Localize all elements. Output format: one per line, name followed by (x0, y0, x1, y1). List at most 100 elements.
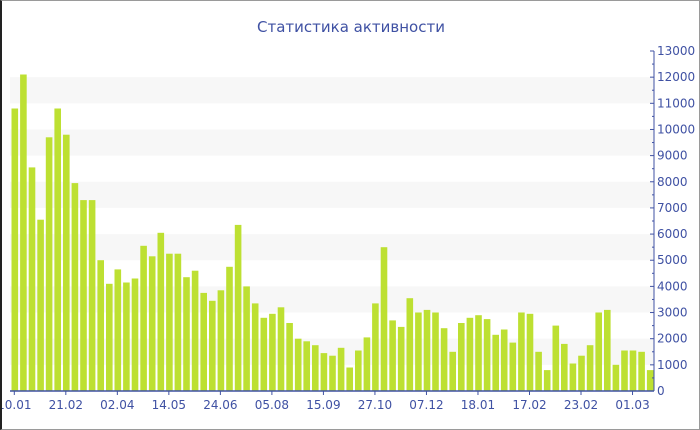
x-tick-label: 21.02 (49, 398, 83, 412)
x-tick-label: 18.01 (461, 398, 495, 412)
x-tick-label: 05.08 (255, 398, 289, 412)
bar (509, 342, 517, 391)
y-tick-label: 13000 (657, 44, 695, 58)
bar (337, 347, 345, 391)
y-axis: 0 1000 2000 3000 4000 5000 6000 7000 8000 9000 100… (650, 44, 695, 398)
x-tick-label: 07.12 (409, 398, 443, 412)
bar (432, 312, 439, 391)
bar (20, 74, 27, 391)
bar (604, 309, 611, 391)
y-tick-label: 11000 (657, 96, 695, 110)
y-tick-label: 12000 (657, 70, 695, 84)
bar (277, 307, 285, 391)
x-tick-label: 10.01 (2, 398, 31, 412)
bar (286, 323, 293, 391)
x-axis: 10.01 21.02 02.04 14.05 24.06 05.08 15.09 27.10… (2, 390, 654, 412)
bar (518, 312, 525, 391)
bar (423, 309, 431, 391)
x-tick-label: 02.04 (100, 398, 134, 412)
bar (449, 351, 456, 391)
bar (140, 245, 147, 391)
bar (578, 355, 585, 391)
bar (363, 337, 371, 391)
bar (329, 355, 336, 391)
bar (226, 266, 233, 391)
bar (88, 200, 96, 391)
bar (45, 137, 53, 391)
bar (217, 290, 225, 391)
y-tick-label: 8000 (657, 175, 688, 189)
y-tick-label: 6000 (657, 227, 688, 241)
bar (191, 270, 199, 391)
bar (269, 313, 276, 391)
x-tick-label: 27.10 (358, 398, 392, 412)
y-tick-label: 5000 (657, 253, 688, 267)
bar (646, 370, 654, 391)
x-tick-label: 24.06 (203, 398, 237, 412)
bar (458, 323, 465, 391)
bar (63, 134, 70, 391)
y-tick-label: 7000 (657, 201, 688, 215)
bar (114, 269, 122, 391)
bar (500, 329, 508, 391)
bar (475, 315, 482, 391)
bar (569, 363, 577, 391)
bar (209, 300, 216, 391)
bar (80, 200, 87, 391)
bar (251, 303, 259, 391)
bar (71, 183, 79, 391)
bar (106, 283, 113, 391)
bar (466, 317, 474, 391)
bar (380, 247, 388, 391)
bar (483, 319, 491, 391)
bar (552, 325, 560, 391)
x-tick-label: 14.05 (152, 398, 186, 412)
bar (355, 350, 362, 391)
bar (415, 312, 422, 391)
bar (586, 345, 594, 391)
bar (346, 367, 353, 391)
bar (389, 320, 396, 391)
bar (174, 253, 182, 391)
bar (11, 108, 19, 391)
y-tick-label: 2000 (657, 332, 688, 346)
bar (123, 282, 130, 391)
y-tick-label: 0 (657, 384, 665, 398)
x-tick-label: 01.03 (615, 398, 649, 412)
bar (157, 232, 165, 391)
bar (294, 338, 302, 391)
grid-bands (10, 77, 654, 365)
bar (234, 224, 242, 391)
bar (535, 351, 542, 391)
bar (200, 292, 207, 391)
y-tick-label: 9000 (657, 149, 688, 163)
bar (97, 260, 104, 391)
bar (406, 298, 414, 391)
bar (543, 370, 551, 391)
bar (397, 326, 405, 391)
x-tick-label: 17.02 (512, 398, 546, 412)
y-tick-label: 3000 (657, 306, 688, 320)
bar (372, 303, 379, 391)
chart-title: Статистика активности (257, 18, 445, 36)
bar (595, 312, 602, 391)
x-tick-label: 23.02 (564, 398, 598, 412)
bars (11, 74, 654, 391)
bar (612, 364, 620, 391)
bar (629, 350, 637, 391)
bar (166, 253, 173, 391)
bar (312, 345, 319, 391)
x-tick-label: 15.09 (306, 398, 340, 412)
bar (621, 350, 628, 391)
bar (183, 277, 190, 391)
bar (526, 313, 534, 391)
grid-band (10, 77, 654, 104)
grid-band (10, 129, 654, 156)
y-tick-label: 10000 (657, 122, 695, 136)
grid-band (10, 181, 654, 208)
bar (260, 317, 268, 391)
bar (561, 343, 568, 391)
bar (320, 353, 328, 391)
